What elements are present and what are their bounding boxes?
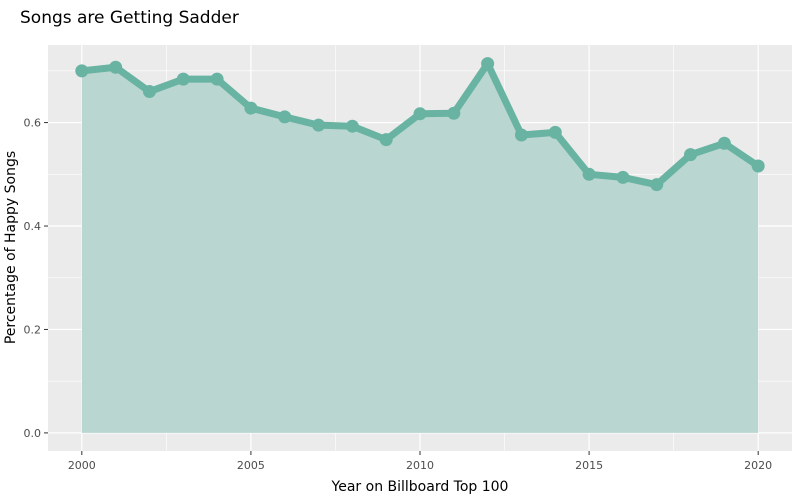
point-layer [75, 57, 765, 192]
data-point-2013 [514, 128, 528, 142]
data-point-2007 [312, 118, 326, 132]
y-tick-label: 0.6 [24, 117, 42, 130]
x-tick-label: 2020 [744, 459, 772, 472]
data-point-2003 [176, 72, 190, 86]
data-point-2017 [650, 178, 664, 192]
data-point-2004 [210, 72, 224, 86]
data-point-2000 [75, 64, 89, 78]
data-point-2001 [109, 60, 123, 74]
data-point-2012 [481, 57, 495, 71]
x-tick-label: 2005 [237, 459, 265, 472]
y-tick-label: 0.2 [24, 323, 42, 336]
data-point-2009 [379, 133, 393, 147]
y-axis-title: Percentage of Happy Songs [3, 151, 19, 344]
data-point-2015 [582, 167, 596, 181]
data-point-2016 [616, 170, 630, 184]
data-point-2019 [717, 136, 731, 150]
axis-layer: 0.0 0.2 0.4 0.6 2000 2005 2010 2015 2020 [24, 117, 773, 472]
chart-title: Songs are Getting Sadder [20, 8, 239, 28]
area-layer [81, 63, 759, 433]
area-fill [81, 63, 759, 433]
data-point-2002 [142, 85, 156, 99]
data-point-2005 [244, 101, 258, 115]
data-point-2018 [684, 148, 698, 162]
x-tick-label: 2010 [406, 459, 434, 472]
data-point-2011 [447, 106, 461, 120]
data-point-2020 [751, 159, 765, 173]
data-point-2006 [278, 110, 292, 124]
x-tick-label: 2015 [575, 459, 603, 472]
x-axis-title: Year on Billboard Top 100 [331, 479, 509, 494]
y-tick-label: 0.0 [24, 427, 42, 440]
data-point-2014 [548, 125, 562, 139]
data-point-2008 [345, 119, 359, 133]
y-tick-label: 0.4 [24, 220, 42, 233]
x-tick-label: 2000 [68, 459, 96, 472]
data-point-2010 [413, 107, 427, 121]
